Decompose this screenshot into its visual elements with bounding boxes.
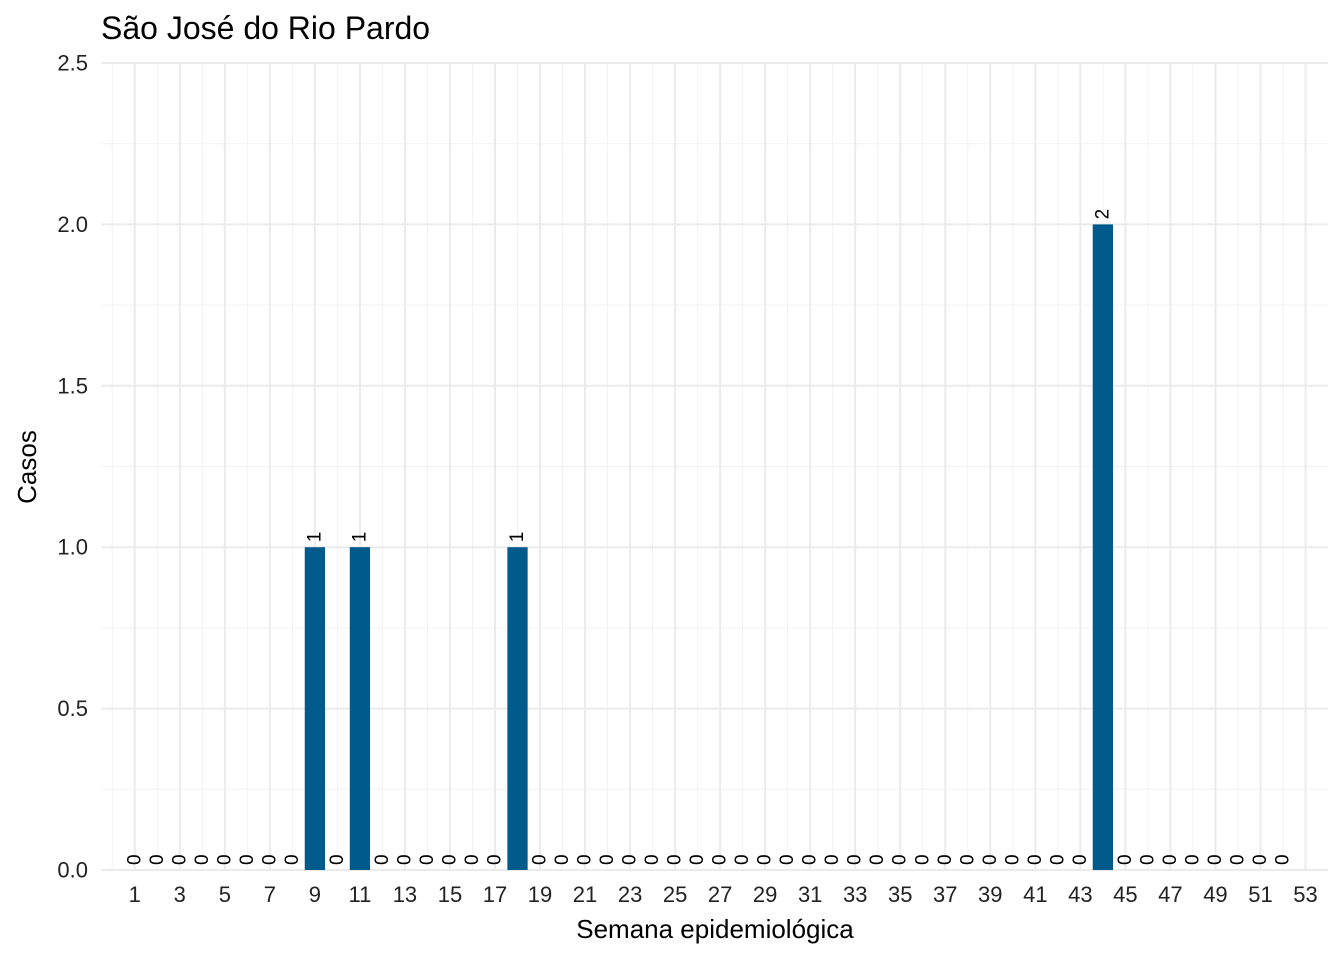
x-tick-label: 7 [264, 882, 276, 907]
y-tick-label: 1.5 [57, 373, 88, 398]
data-label: 0 [822, 854, 843, 865]
data-label: 0 [169, 854, 190, 865]
data-label: 0 [867, 854, 888, 865]
data-label: 0 [1250, 854, 1271, 865]
x-tick-label: 29 [753, 882, 777, 907]
bars [304, 224, 1113, 870]
data-label: 0 [1047, 854, 1068, 865]
data-label: 0 [552, 854, 573, 865]
bar [304, 547, 326, 870]
chart-title: São José do Rio Pardo [101, 10, 431, 46]
data-label: 0 [890, 854, 911, 865]
data-label: 0 [935, 854, 956, 865]
data-label: 1 [349, 532, 370, 543]
x-tick-label: 25 [663, 882, 687, 907]
data-label: 1 [304, 532, 325, 543]
y-axis-ticks: 0.0 0.5 1.0 1.5 2.0 2.5 [57, 51, 88, 883]
data-label: 0 [800, 854, 821, 865]
y-tick-label: 0.0 [57, 858, 88, 883]
data-label: 0 [1025, 854, 1046, 865]
data-label: 0 [732, 854, 753, 865]
x-tick-label: 47 [1158, 882, 1182, 907]
data-label: 0 [1272, 854, 1293, 865]
x-tick-label: 27 [708, 882, 732, 907]
data-label: 0 [417, 854, 438, 865]
data-label: 0 [687, 854, 708, 865]
y-tick-label: 2.0 [57, 212, 88, 237]
x-axis-ticks: 1 3 5 7 9 11 13 15 17 19 21 23 25 27 29 31 33 35 37 39 41 43 4… [129, 882, 1318, 907]
data-label: 0 [237, 854, 258, 865]
data-label: 0 [372, 854, 393, 865]
data-label: 0 [327, 854, 348, 865]
y-axis-label: Casos [12, 430, 42, 504]
data-label: 1 [507, 532, 528, 543]
data-label: 0 [777, 854, 798, 865]
x-tick-label: 17 [483, 882, 507, 907]
data-label: 0 [1137, 854, 1158, 865]
data-label: 0 [665, 854, 686, 865]
data-label: 0 [575, 854, 596, 865]
x-tick-label: 39 [978, 882, 1002, 907]
x-tick-label: 51 [1248, 882, 1272, 907]
x-tick-label: 9 [309, 882, 321, 907]
data-label: 0 [710, 854, 731, 865]
data-label: 0 [1227, 854, 1248, 865]
data-label: 0 [1002, 854, 1023, 865]
data-label: 0 [642, 854, 663, 865]
x-tick-label: 45 [1113, 882, 1137, 907]
y-tick-label: 1.0 [57, 535, 88, 560]
data-label: 2 [1092, 209, 1113, 220]
data-label: 0 [1160, 854, 1181, 865]
data-label: 0 [845, 854, 866, 865]
data-label: 0 [259, 854, 280, 865]
x-tick-label: 3 [174, 882, 186, 907]
bar [507, 547, 528, 870]
x-tick-label: 49 [1203, 882, 1227, 907]
x-tick-label: 43 [1068, 882, 1092, 907]
x-tick-label: 41 [1023, 882, 1047, 907]
data-label: 0 [755, 854, 776, 865]
x-tick-label: 19 [528, 882, 552, 907]
data-label: 0 [147, 854, 168, 865]
x-tick-label: 37 [933, 882, 957, 907]
data-label: 0 [1115, 854, 1136, 865]
x-tick-label: 33 [843, 882, 867, 907]
x-tick-label: 23 [618, 882, 642, 907]
data-label: 0 [1205, 854, 1226, 865]
bar [349, 547, 371, 870]
x-tick-label: 13 [393, 882, 417, 907]
data-label: 0 [980, 854, 1001, 865]
data-label: 0 [530, 854, 551, 865]
data-label: 0 [394, 854, 415, 865]
data-label: 0 [192, 854, 213, 865]
data-label: 0 [597, 854, 618, 865]
data-label: 0 [124, 854, 145, 865]
data-label: 0 [912, 854, 933, 865]
data-label: 0 [214, 854, 235, 865]
y-tick-label: 0.5 [57, 696, 88, 721]
grid-lines [101, 62, 1328, 871]
x-tick-label: 11 [348, 882, 371, 907]
x-axis-label: Semana epidemiológica [576, 914, 854, 944]
data-label: 0 [439, 854, 460, 865]
x-tick-label: 21 [573, 882, 597, 907]
x-tick-label: 15 [438, 882, 462, 907]
data-label: 0 [282, 854, 303, 865]
x-tick-label: 31 [798, 882, 822, 907]
data-label: 0 [1070, 854, 1091, 865]
x-tick-label: 35 [888, 882, 912, 907]
bar [1092, 224, 1113, 870]
data-label: 0 [957, 854, 978, 865]
data-label: 0 [462, 854, 483, 865]
data-label: 0 [620, 854, 641, 865]
x-tick-label: 5 [219, 882, 231, 907]
x-tick-label: 53 [1293, 882, 1317, 907]
data-label: 0 [484, 854, 505, 865]
data-label: 0 [1182, 854, 1203, 865]
x-tick-label: 1 [129, 882, 141, 907]
y-tick-label: 2.5 [57, 51, 88, 76]
